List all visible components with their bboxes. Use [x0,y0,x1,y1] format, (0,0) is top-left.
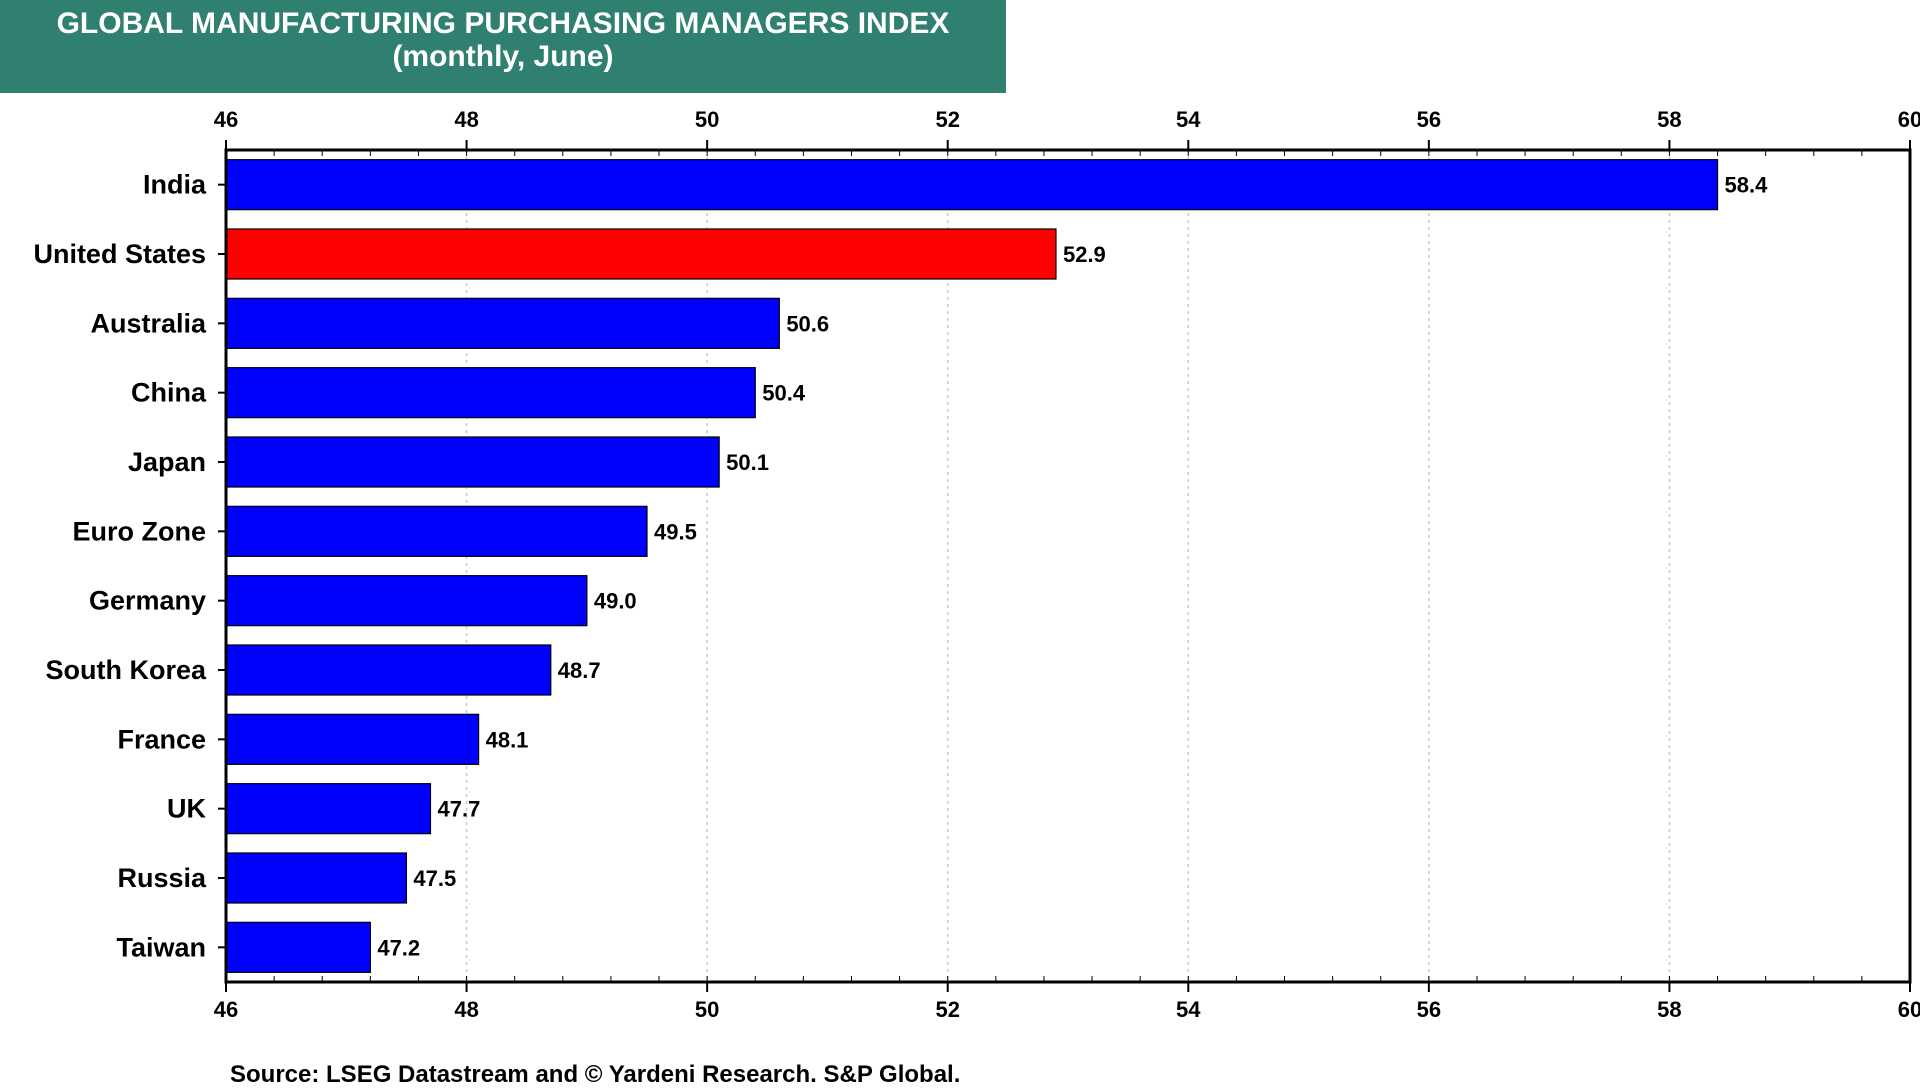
x-tick-label-top: 54 [1176,107,1201,132]
bar [225,921,371,973]
x-tick-label-bottom: 50 [695,997,719,1022]
bar [225,297,780,349]
category-label: UK [167,794,206,824]
category-label: Germany [89,586,206,616]
bar-value-label: 49.5 [654,519,697,544]
category-label: Australia [90,308,207,338]
bar [225,367,756,419]
bar [225,436,720,488]
source-note: Source: LSEG Datastream and © Yardeni Re… [230,1061,961,1088]
category-label: Japan [128,447,206,477]
bar-value-label: 49.0 [594,589,637,614]
chart-title-box: GLOBAL MANUFACTURING PURCHASING MANAGERS… [0,0,1006,93]
bar [225,852,408,904]
bar-value-label: 50.4 [762,381,806,406]
bar [225,783,432,835]
bar-value-label: 47.7 [437,797,480,822]
bar [225,159,1719,211]
bar [225,505,648,557]
x-tick-label-top: 48 [454,107,478,132]
chart-title: GLOBAL MANUFACTURING PURCHASING MANAGERS… [56,7,950,40]
bar [225,228,1057,280]
x-tick-label-top: 52 [935,107,959,132]
x-tick-label-bottom: 46 [214,997,238,1022]
x-tick-label-top: 56 [1417,107,1441,132]
bar-value-label: 52.9 [1063,242,1106,267]
plot-frame [224,148,1912,984]
bar-value-label: 47.5 [413,866,456,891]
chart-subtitle: (monthly, June) [392,40,614,73]
category-label: South Korea [45,655,206,685]
bar-value-label: 48.1 [486,727,529,752]
x-tick-label-bottom: 58 [1657,997,1681,1022]
category-label: United States [33,239,206,269]
bar-value-label: 50.6 [786,311,829,336]
bar-value-label: 48.7 [558,658,601,683]
category-label: Russia [117,863,207,893]
category-label: China [131,378,207,408]
x-tick-label-bottom: 54 [1176,997,1201,1022]
category-label: France [117,724,206,754]
category-label: Euro Zone [73,516,207,546]
category-label: India [143,170,207,200]
bar [225,713,480,765]
x-tick-label-top: 46 [214,107,238,132]
x-tick-label-bottom: 52 [935,997,959,1022]
bar [225,644,552,696]
bar [225,575,588,627]
x-tick-label-top: 58 [1657,107,1681,132]
bar-value-label: 50.1 [726,450,769,475]
category-label: Taiwan [116,932,206,962]
x-tick-label-bottom: 48 [454,997,478,1022]
x-tick-label-top: 50 [695,107,719,132]
x-tick-label-bottom: 56 [1417,997,1441,1022]
x-tick-label-top: 60 [1898,107,1920,132]
bar-value-label: 47.2 [377,935,420,960]
bar-value-label: 58.4 [1725,173,1769,198]
x-tick-label-bottom: 60 [1898,997,1920,1022]
